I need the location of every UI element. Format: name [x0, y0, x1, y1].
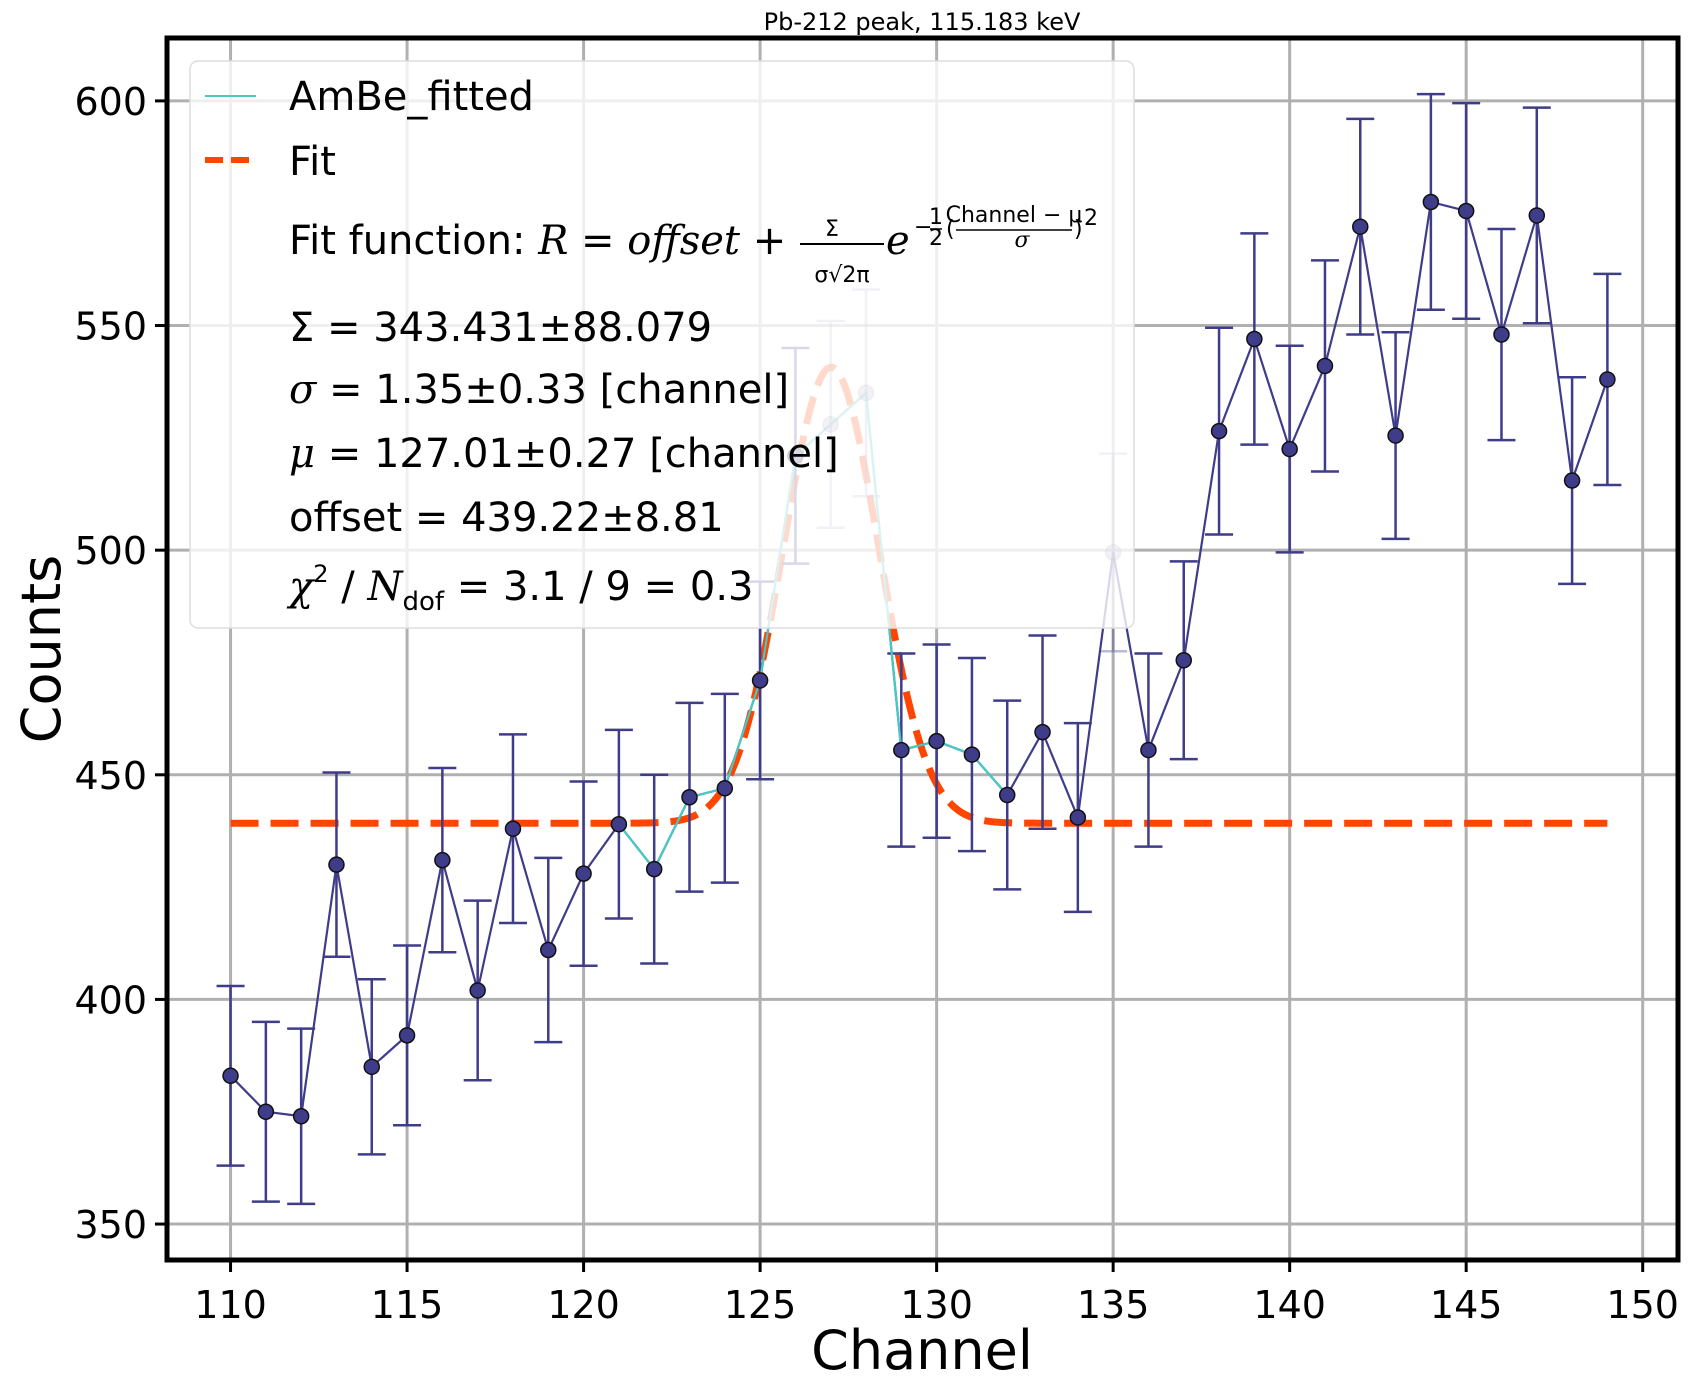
x-axis-title: Channel: [811, 1319, 1033, 1382]
svg-text:Fit function: R = offset +: Fit function: R = offset +: [289, 218, 786, 264]
x-tick-label: 120: [547, 1283, 620, 1327]
fit-curve: [230, 363, 1608, 827]
x-tick-label: 150: [1606, 1283, 1679, 1327]
x-tick-label: 110: [194, 1283, 267, 1327]
legend-sigma-width: σ = 1.35±0.33 [channel]: [289, 367, 789, 413]
x-tick-label: 115: [371, 1283, 444, 1327]
data-point: [328, 856, 345, 873]
y-axis-title: Counts: [10, 555, 73, 744]
data-point: [716, 780, 734, 797]
half-denominator: 2: [929, 226, 943, 251]
fraction-numerator: Σ: [825, 217, 839, 242]
data-point: [998, 786, 1016, 804]
data-point: [540, 941, 557, 959]
data-point: [222, 1067, 239, 1085]
data-point: [645, 860, 663, 878]
data-point: [1069, 809, 1087, 826]
data-point: [1140, 741, 1157, 759]
data-point: [610, 815, 628, 833]
data-point: [292, 1107, 310, 1125]
chart-title: Pb-212 peak, 115.183 keV: [764, 8, 1081, 36]
data-point: [1281, 440, 1298, 458]
data-point: [1316, 357, 1334, 375]
data-point: [1457, 202, 1475, 220]
y-tick-label: 450: [74, 754, 147, 798]
data-point: [928, 732, 945, 750]
data-point: [1246, 330, 1263, 348]
legend-mu: μ = 127.01±0.27 [channel]: [289, 431, 839, 477]
y-tick-label: 500: [74, 529, 147, 573]
data-point: [469, 982, 486, 999]
data-point: [1175, 651, 1192, 669]
fit-function-formula: Fit function: R = offset + Σ σ√2π e − 1 …: [289, 203, 1098, 288]
data-point: [575, 865, 592, 882]
legend-fit-label: Fit: [289, 139, 336, 185]
data-point: [751, 672, 769, 689]
data-point: [1034, 723, 1051, 741]
exp-base: e: [886, 218, 910, 264]
legend-series-label: AmBe_fitted: [289, 74, 534, 120]
exp-square: 2: [1084, 206, 1098, 231]
data-points: [222, 193, 1616, 1125]
data-point: [1210, 422, 1228, 440]
x-tick-label: 130: [900, 1283, 973, 1327]
data-point: [398, 1027, 416, 1044]
data-point: [363, 1058, 381, 1076]
fit-curve-layer: [230, 363, 1608, 827]
data-point: [963, 746, 981, 763]
y-tick-label: 600: [74, 80, 147, 124]
data-point: [681, 789, 698, 806]
data-point: [1387, 427, 1404, 444]
y-axis: 350 400 450 500 550 600: [74, 80, 167, 1247]
data-point: [1493, 326, 1510, 343]
data-point: [1563, 472, 1581, 489]
data-point: [257, 1103, 275, 1120]
legend-sigma-total: Σ = 343.431±88.079: [289, 305, 712, 351]
inner-denominator: σ: [1014, 228, 1030, 253]
plot-frame: [164, 35, 1681, 1263]
legend-chi2: χ2 / Ndof = 3.1 / 9 = 0.3: [286, 560, 754, 617]
inner-numerator: Channel − μ: [946, 203, 1083, 228]
legend-offset: offset = 439.22±8.81: [289, 495, 724, 541]
y-tick-label: 550: [74, 305, 147, 349]
data-point: [1352, 218, 1369, 235]
x-tick-label: 145: [1430, 1283, 1503, 1327]
paren-open: (: [946, 217, 955, 242]
x-axis: 110 115 120 125 130 135 140 145 150: [194, 1260, 1679, 1327]
data-point: [1422, 193, 1440, 211]
half-numerator: 1: [929, 205, 943, 230]
data-point: [504, 820, 522, 837]
legend: AmBe_fitted Fit Fit function: R = offset…: [189, 60, 1135, 629]
data-point: [1599, 371, 1616, 388]
fraction-denominator: σ√2π: [814, 263, 869, 288]
fit-function-prefix: Fit function:: [289, 218, 538, 264]
exp-prefix: −: [914, 215, 932, 240]
x-tick-label: 125: [724, 1283, 797, 1327]
y-tick-label: 400: [74, 978, 147, 1022]
data-point: [434, 851, 451, 869]
data-point: [1528, 207, 1546, 224]
x-tick-label: 135: [1077, 1283, 1150, 1327]
y-tick-label: 350: [74, 1203, 147, 1247]
data-point: [893, 741, 910, 759]
x-tick-label: 140: [1253, 1283, 1326, 1327]
legend-box: [189, 60, 1135, 629]
paren-close: ): [1074, 217, 1083, 242]
